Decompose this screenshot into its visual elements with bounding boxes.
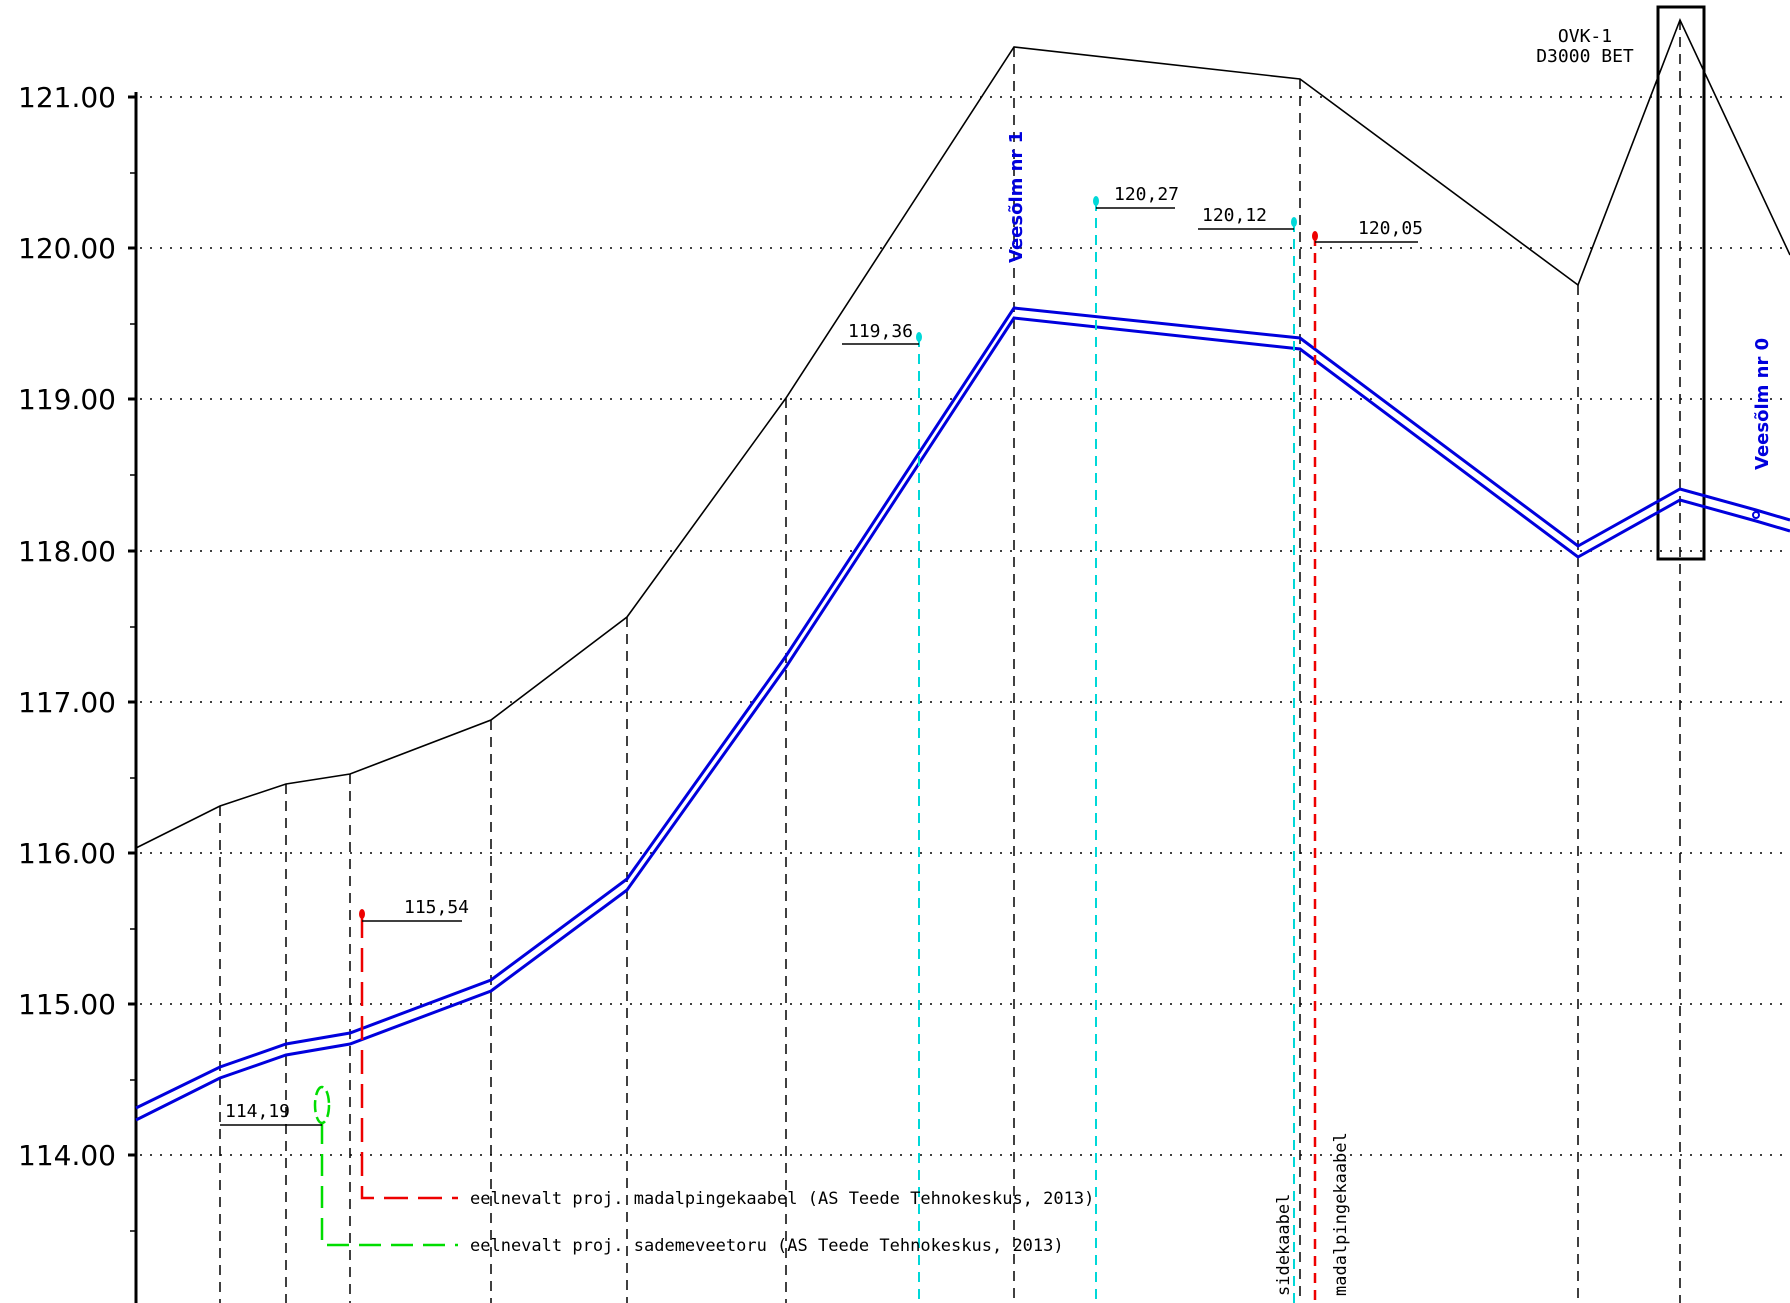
note-existing-storm-pipe: eelnevalt proj. sademeveetoru (AS Teede … (470, 1236, 1064, 1256)
pipe-bottom-line (135, 316, 1790, 1122)
red-markers (359, 231, 1318, 919)
ground-profile-line (135, 17, 1790, 849)
cyan-marker (1093, 196, 1099, 206)
cable-label-madalpingekaabel: madalpingekaabel (1331, 1132, 1351, 1296)
green-pipe-section (313, 1085, 331, 1125)
manhole-label: OVK-1 D3000 BET (1536, 26, 1634, 67)
cyan-marker (1291, 217, 1297, 227)
red-marker (359, 909, 365, 919)
note-existing-low-voltage-cable: eelnevalt proj. madalpingekaabel (AS Tee… (470, 1189, 1094, 1209)
red-existing-cable (360, 914, 458, 1200)
tick-label-121: 121.00 (18, 81, 116, 114)
pipe-top-line (135, 306, 1790, 1110)
tick-label-114: 114.00 (18, 1139, 116, 1172)
tick-label-119: 119.00 (18, 383, 116, 416)
elevation-tick-labels: 121.00 120.00 119.00 118.00 117.00 116.0… (18, 81, 116, 1172)
elevation-leaders (220, 207, 1418, 1126)
red-marker (1312, 231, 1318, 241)
elevation-label-120-27: 120,27 (1114, 184, 1179, 205)
manhole-spec: D3000 BET (1536, 46, 1634, 67)
elevation-label-115-54: 115,54 (404, 897, 469, 918)
elevation-axis (128, 92, 138, 1303)
red-crossings (360, 236, 1317, 1303)
station-lines (219, 20, 1681, 1303)
elevation-label-120-12: 120,12 (1202, 205, 1267, 226)
tick-label-115: 115.00 (18, 988, 116, 1021)
manhole-ovk1-box (1656, 5, 1706, 561)
manhole-name: OVK-1 (1558, 26, 1612, 47)
pipe-node-marker (1752, 511, 1760, 519)
tick-label-117: 117.00 (18, 686, 116, 719)
cable-label-sidekaabel: sidekaabel (1274, 1194, 1294, 1296)
elevation-gridlines (140, 96, 1790, 1156)
node-label-veesolm-0: Veesõlm nr 0 (1752, 338, 1773, 470)
green-existing-pipe (320, 1122, 458, 1247)
elevation-label-119-36: 119,36 (848, 321, 913, 342)
green-storm-pipe (320, 1122, 458, 1247)
tick-label-118: 118.00 (18, 535, 116, 568)
cyan-markers (916, 196, 1297, 342)
elevation-label-114-19: 114,19 (225, 1101, 290, 1122)
water-pipe (135, 306, 1790, 1122)
elevation-label-120-05: 120,05 (1358, 218, 1423, 239)
elevation-labels: 119,36 120,27 120,12 120,05 115,54 114,1… (225, 184, 1423, 1122)
tick-label-120: 120.00 (18, 232, 116, 265)
tick-label-116: 116.00 (18, 837, 116, 870)
cyan-crossings (918, 201, 1295, 1303)
node-label-veesolm-1: Veesõlm nr 1 (1006, 131, 1027, 263)
cyan-marker (916, 332, 922, 342)
